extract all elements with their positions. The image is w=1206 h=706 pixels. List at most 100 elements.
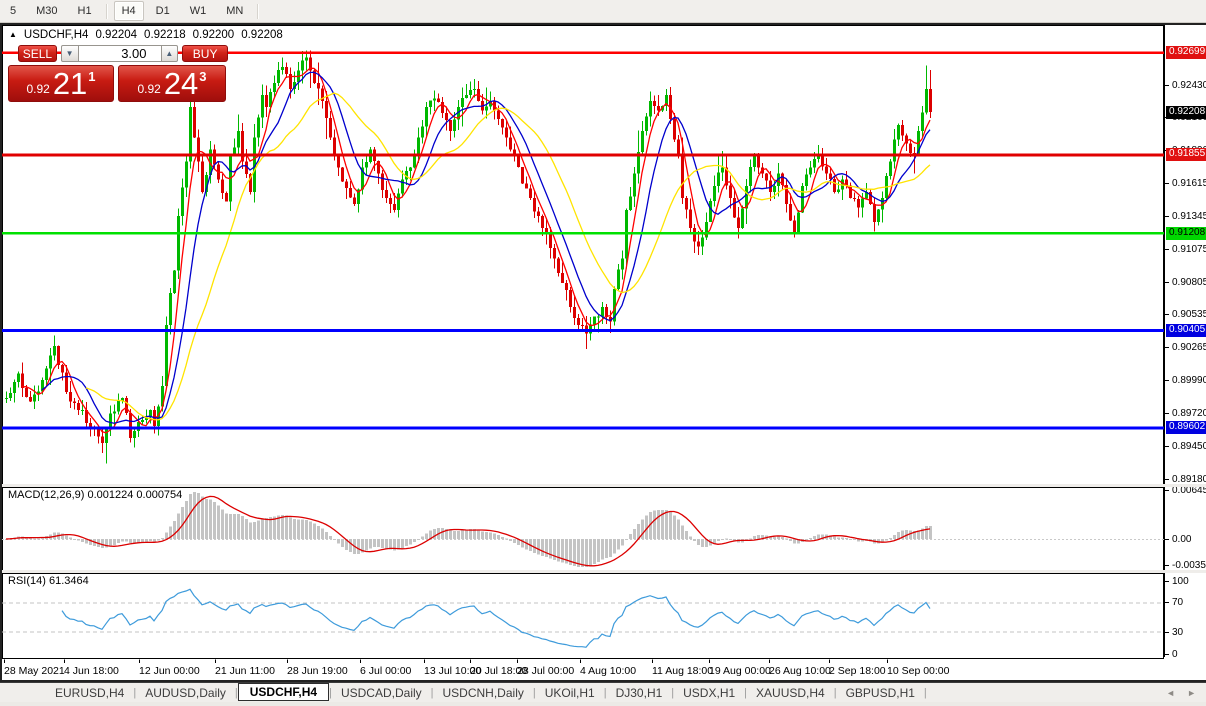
date-axis[interactable]: 28 May 2021 4 Jun 18:00 12 Jun 00:00 21 Jun… [4,659,950,678]
ask-pipette-digit: 3 [199,69,207,84]
chart-tab-eurusd[interactable]: EURUSD,H4 [55,685,125,700]
chart-tab-usdchf[interactable]: USDCHF,H4 [237,683,330,701]
bid-pipette-digit: 1 [88,69,96,84]
rsi-axis-tick: 0 [1165,649,1178,660]
tab-scroll-left-icon[interactable]: ◄ [1166,687,1176,698]
svg-text:6 Jul 00:00: 6 Jul 00:00 [360,665,412,677]
bid-big-digits: 21 [52,66,88,101]
svg-text:4 Aug 10:00: 4 Aug 10:00 [580,665,636,677]
macd-axis-tick: 0.00 [1165,534,1191,545]
chart-tab-usdx[interactable]: USDX,H1 [683,685,736,700]
bid-prefix: 0.92 [26,82,50,96]
rsi-line [61,588,931,648]
ask-price-box[interactable]: 0.92 24 3 [118,65,226,102]
chart-tab-ukoil[interactable]: UKOil,H1 [544,685,595,700]
rsi-axis-tick: 100 [1165,576,1189,587]
one-click-trading-panel: SELL ▼ ▲ BUY 0.92 21 1 0.92 24 3 [8,45,228,102]
svg-text:28 Jul 00:00: 28 Jul 00:00 [517,665,574,677]
timeframe-button-h4[interactable]: H4 [113,1,144,21]
candles-layer [5,50,932,464]
svg-text:20 Jul 18:00: 20 Jul 18:00 [470,665,527,677]
price-axis[interactable]: 0.924300.921600.918900.916150.913450.910… [1164,25,1206,660]
tab-separator: | [923,686,927,699]
macd-axis-tick: -0.00350 [1165,560,1206,571]
price-tick: 0.91345 [1165,211,1206,222]
sell-button[interactable]: SELL [18,45,57,62]
price-tick: 0.90805 [1165,277,1206,288]
rsi-axis-tick: 70 [1165,597,1183,608]
tab-separator: | [532,686,536,699]
macd-axis-tick: 0.006451 [1165,485,1206,496]
chart-tab-usdcad[interactable]: USDCAD,Daily [340,685,422,700]
macd-indicator-label: MACD(12,26,9) 0.001224 0.000754 [8,489,183,501]
tab-separator: | [133,686,137,699]
price-tick: 0.89720 [1165,408,1206,419]
tab-separator: | [430,686,434,699]
ask-prefix: 0.92 [137,82,161,96]
window-bottom-strip [0,702,1206,706]
svg-text:19 Aug 00:00: 19 Aug 00:00 [709,665,771,677]
price-tick: 0.89450 [1165,441,1206,452]
timeframe-button-mn[interactable]: MN [226,5,244,17]
price-badge: 0.90405 [1166,324,1206,338]
chart-tab-xauusd[interactable]: XAUUSD,H4 [756,685,825,700]
tab-separator: | [671,686,675,699]
chart-tab-gbpusd[interactable]: GBPUSD,H1 [845,685,915,700]
ask-big-digits: 24 [163,66,199,101]
rsi-pane-splitter[interactable] [2,570,1206,573]
timeframe-button-5[interactable]: 5 [10,5,17,17]
tab-scroll-arrows: ◄ ► [1166,688,1196,698]
price-tick: 0.91615 [1165,178,1206,189]
tab-separator: | [744,686,748,699]
ohlc-open: 0.92204 [95,29,138,41]
panel-collapse-icon[interactable]: ▲ [9,30,17,39]
toolbar-separator [105,3,108,19]
moving-average-21 [85,92,931,421]
rsi-axis-tick: 30 [1165,627,1183,638]
timeframe-button-w1[interactable]: W1 [189,5,207,17]
price-badge: 0.91208 [1166,226,1206,240]
svg-text:26 Aug 10:00: 26 Aug 10:00 [769,665,831,677]
moving-average-10 [41,71,931,424]
rsi-indicator-label: RSI(14) 61.3464 [8,575,89,587]
svg-text:11 Aug 18:00: 11 Aug 18:00 [652,665,713,677]
chart-symbol-timeframe: USDCHF,H4 [23,29,89,41]
price-tick: 0.89180 [1165,474,1206,485]
chart-canvas[interactable]: 28 May 2021 4 Jun 18:00 12 Jun 00:00 21 Jun… [2,25,1164,680]
chart-tab-audusd[interactable]: AUDUSD,Daily [145,685,226,700]
buy-button[interactable]: BUY [182,45,228,62]
svg-text:28 Jun 19:00: 28 Jun 19:00 [287,665,348,677]
price-tick: 0.90265 [1165,342,1206,353]
chart-window: 28 May 2021 4 Jun 18:00 12 Jun 00:00 21 Jun… [0,23,1206,682]
price-badge: 0.92699 [1166,46,1206,60]
bid-price-box[interactable]: 0.92 21 1 [8,65,114,102]
svg-text:28 May 2021: 28 May 2021 [4,665,65,677]
price-badge: 0.89602 [1166,421,1206,435]
tab-separator: | [833,686,837,699]
macd-signal-line [5,495,931,567]
price-badge: 0.92208 [1166,105,1206,119]
volume-input[interactable] [78,45,162,62]
timeframe-button-d1[interactable]: D1 [155,5,170,17]
timeframe-button-h1[interactable]: H1 [77,5,92,17]
timeframe-toolbar: 5 M30 H1 H4 D1 W1 MN [0,0,1206,23]
svg-text:13 Jul 10:00: 13 Jul 10:00 [424,665,481,677]
timeframe-button-m30[interactable]: M30 [36,5,58,17]
ohlc-low: 0.92200 [192,29,235,41]
volume-decrease-button[interactable]: ▼ [60,45,79,62]
chart-tab-dj30[interactable]: DJ30,H1 [615,685,663,700]
price-tick: 0.92430 [1165,80,1206,91]
price-tick: 0.89990 [1165,375,1206,386]
tab-separator: | [603,686,607,699]
chart-tab-usdcnh[interactable]: USDCNH,Daily [442,685,524,700]
tab-separator: | [234,686,238,699]
svg-text:10 Sep 00:00: 10 Sep 00:00 [887,665,950,677]
tab-scroll-right-icon[interactable]: ► [1187,687,1196,698]
price-tick: 0.90535 [1165,309,1206,320]
svg-text:4 Jun 18:00: 4 Jun 18:00 [64,665,119,677]
volume-increase-button[interactable]: ▲ [161,45,179,62]
svg-text:2 Sep 18:00: 2 Sep 18:00 [829,665,886,677]
toolbar-separator [257,3,260,19]
price-level-lines[interactable] [2,51,1164,430]
macd-pane-splitter[interactable] [2,484,1206,487]
